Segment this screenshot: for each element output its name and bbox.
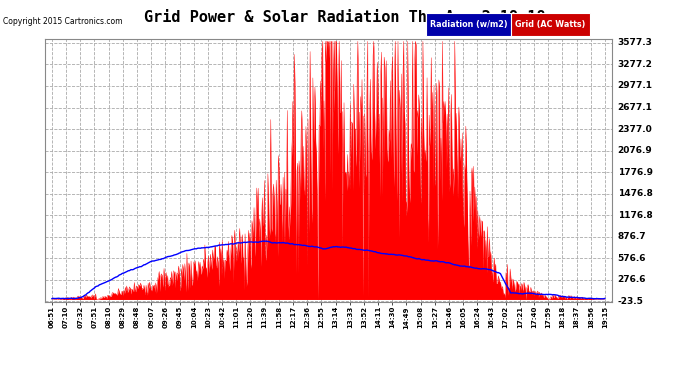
Text: Grid (AC Watts): Grid (AC Watts) [515, 20, 585, 29]
Text: 2977.1: 2977.1 [618, 81, 653, 90]
Text: 1476.8: 1476.8 [618, 189, 653, 198]
Text: 2377.0: 2377.0 [618, 124, 652, 134]
Text: 576.6: 576.6 [618, 254, 646, 262]
Text: Grid Power & Solar Radiation Thu Apr 2 19:18: Grid Power & Solar Radiation Thu Apr 2 1… [144, 9, 546, 26]
Text: 876.7: 876.7 [618, 232, 647, 241]
Text: -23.5: -23.5 [618, 297, 644, 306]
Text: 2076.9: 2076.9 [618, 146, 652, 155]
Text: Copyright 2015 Cartronics.com: Copyright 2015 Cartronics.com [3, 17, 123, 26]
Text: 1176.8: 1176.8 [618, 211, 652, 220]
Text: Radiation (w/m2): Radiation (w/m2) [430, 20, 507, 29]
Text: 1776.9: 1776.9 [618, 168, 653, 177]
Text: 276.6: 276.6 [618, 275, 646, 284]
Text: 3577.3: 3577.3 [618, 39, 653, 48]
Text: 3277.2: 3277.2 [618, 60, 653, 69]
Text: 2677.1: 2677.1 [618, 103, 653, 112]
